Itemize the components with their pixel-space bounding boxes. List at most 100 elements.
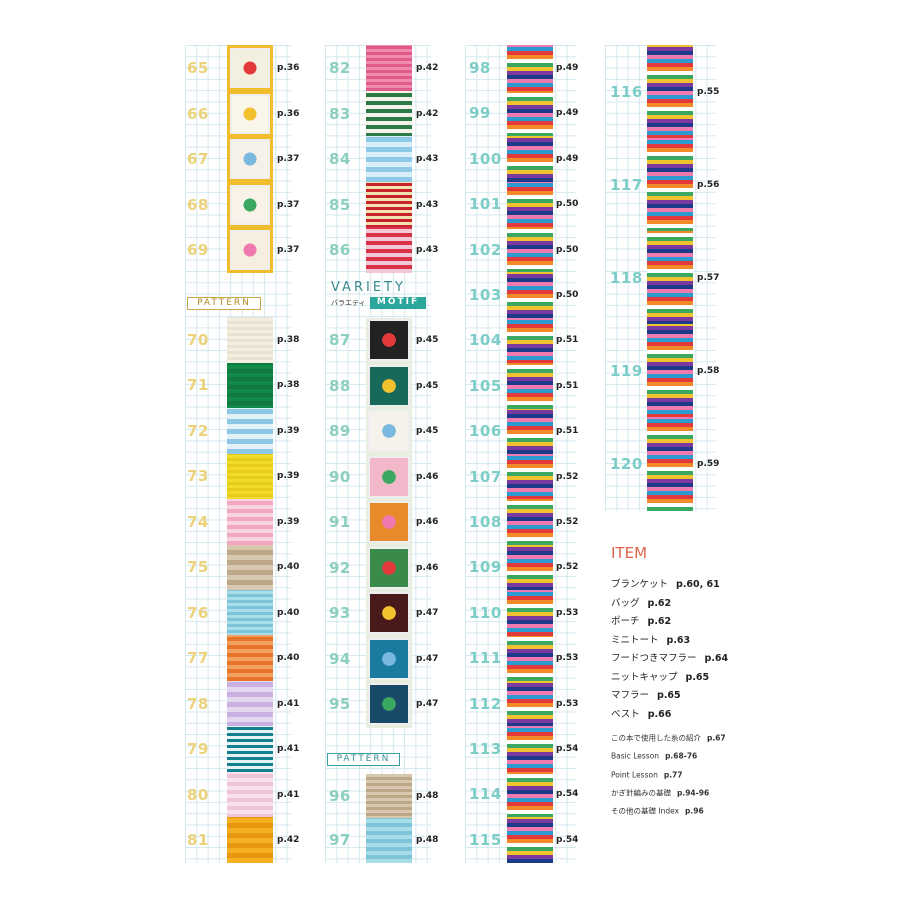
list-row: ベスト p.66: [611, 706, 671, 720]
page-ref: p.50: [556, 199, 579, 210]
item-number: 101: [469, 195, 502, 214]
swatch: [507, 771, 553, 818]
swatch: [230, 93, 270, 134]
item-number: 90: [329, 467, 351, 486]
page-ref: p.65: [657, 690, 681, 701]
swatch: [647, 138, 693, 232]
item-number: 92: [329, 558, 351, 577]
swatch: [507, 272, 553, 319]
page-ref: p.54: [556, 834, 579, 845]
list-row: マフラー p.65: [611, 687, 681, 701]
page-ref: p.62: [647, 616, 672, 627]
page-ref: p.53: [556, 607, 579, 618]
page-ref: p.45: [416, 335, 439, 345]
page-ref: p.47: [416, 608, 439, 618]
list-row: フードつきマフラー p.64: [611, 650, 728, 664]
item-number: 111: [469, 649, 502, 668]
swatch: [507, 317, 553, 364]
page-ref: p.46: [416, 471, 439, 482]
page-ref: p.96: [685, 806, 704, 816]
page-ref: p.62: [647, 597, 672, 609]
item-number: 99: [469, 104, 491, 123]
swatch: [647, 417, 693, 511]
item-number: 74: [187, 512, 209, 531]
page-ref: p.45: [416, 426, 439, 436]
page-ref: p.51: [556, 380, 579, 391]
page-ref: p.77: [663, 770, 683, 780]
page-ref: p.41: [277, 789, 300, 800]
page-ref: p.59: [697, 458, 720, 469]
item-number: 79: [187, 740, 209, 759]
page-ref: p.49: [556, 153, 579, 164]
list-row: その他の基礎 Index p.96: [611, 806, 704, 817]
swatch: [227, 726, 273, 773]
item-number: 94: [329, 649, 351, 668]
item-number: 82: [329, 59, 351, 77]
page-ref: p.42: [277, 834, 300, 845]
page-ref: p.36: [277, 108, 300, 119]
swatch: [227, 635, 273, 682]
page-ref: p.47: [416, 653, 439, 664]
item-name: Basic Lesson: [611, 751, 660, 761]
item-number: 81: [187, 830, 209, 849]
swatch: [230, 184, 270, 225]
item-number: 95: [329, 695, 351, 713]
swatch: [366, 90, 412, 137]
page-ref: p.67: [707, 733, 726, 743]
item-number: 97: [329, 831, 351, 849]
page-ref: p.40: [277, 562, 300, 573]
page-ref: p.46: [416, 517, 439, 527]
swatch: [507, 408, 553, 455]
swatch: [647, 231, 693, 325]
item-number: 100: [469, 149, 502, 168]
swatch: [368, 410, 410, 452]
item-number: 98: [469, 59, 491, 77]
page-ref: p.52: [556, 471, 579, 482]
item-number: 70: [187, 331, 209, 349]
swatch: [368, 364, 410, 407]
page-ref: p.41: [277, 744, 300, 755]
section-label: MOTIF: [370, 297, 426, 309]
item-number: 93: [329, 604, 351, 622]
swatch: [647, 324, 693, 418]
item-name: マフラー: [611, 690, 650, 701]
item-number: 65: [187, 59, 209, 77]
page-ref: p.48: [416, 791, 439, 801]
swatch: [507, 226, 553, 273]
page-ref: p.42: [416, 63, 439, 73]
page-ref: p.39: [277, 516, 300, 527]
section-subtitle: バラエティ: [331, 299, 366, 307]
item-number: 96: [329, 787, 351, 805]
swatch: [368, 501, 410, 543]
swatch: [507, 45, 553, 92]
swatch: [507, 363, 553, 409]
page-ref: p.51: [556, 335, 579, 346]
item-number: 105: [469, 376, 502, 395]
item-number: 106: [469, 422, 502, 441]
page-ref: p.43: [416, 154, 439, 164]
swatch: [230, 139, 270, 179]
page-ref: p.40: [277, 653, 300, 664]
swatch: [507, 90, 553, 137]
item-name: かぎ針編みの基礎: [611, 788, 671, 798]
item-number: 118: [610, 268, 643, 287]
swatch: [507, 726, 553, 773]
swatch: [227, 499, 273, 545]
page-ref: p.41: [277, 698, 300, 709]
swatch: [227, 589, 273, 636]
item-name: ベスト: [611, 708, 640, 720]
item-number: 115: [469, 830, 502, 849]
page-ref: p.49: [556, 108, 579, 119]
page-ref: p.52: [556, 517, 579, 527]
item-number: 80: [187, 785, 209, 804]
swatch: [507, 817, 553, 863]
page-ref: p.50: [556, 244, 579, 255]
item-number: 88: [329, 376, 351, 395]
list-row: ミニトート p.63: [611, 632, 690, 646]
item-number: 114: [469, 785, 502, 804]
list-row: この本で使用した糸の紹介 p.67: [611, 733, 726, 744]
item-number: 84: [329, 150, 351, 168]
item-name: その他の基礎 Index: [611, 806, 680, 816]
swatch: [368, 637, 410, 680]
